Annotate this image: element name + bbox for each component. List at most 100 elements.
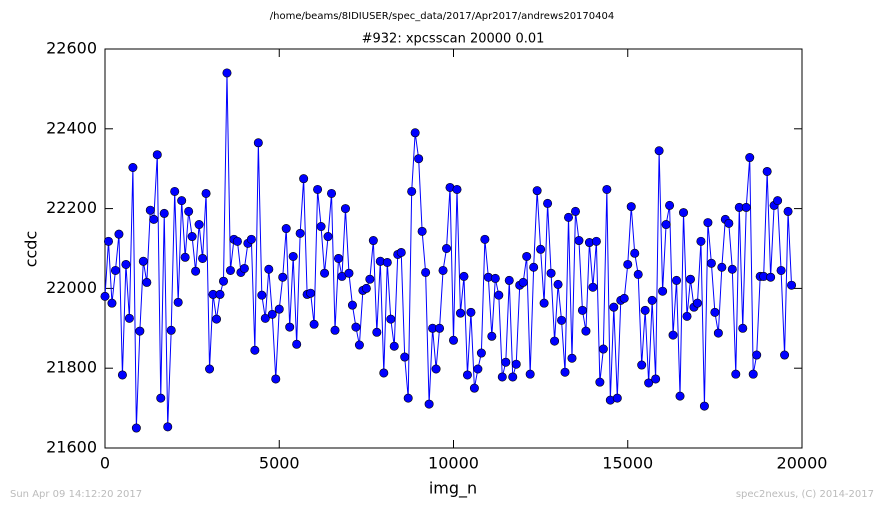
data-point <box>550 336 560 346</box>
data-point <box>692 298 702 308</box>
data-point <box>110 265 120 275</box>
data-point <box>518 277 528 287</box>
data-point <box>738 323 748 333</box>
data-point <box>529 262 539 272</box>
data-point <box>448 335 458 345</box>
data-point <box>400 352 410 362</box>
data-point <box>222 68 232 78</box>
data-point <box>462 370 472 380</box>
data-point <box>152 150 162 160</box>
data-point <box>630 248 640 258</box>
data-point <box>135 326 145 336</box>
data-point <box>651 374 661 384</box>
data-point <box>787 280 797 290</box>
data-point <box>780 350 790 360</box>
data-point <box>727 264 737 274</box>
data-point <box>619 293 629 303</box>
data-point <box>508 372 518 382</box>
data-point <box>560 367 570 377</box>
data-point <box>410 128 420 138</box>
data-point <box>103 236 113 246</box>
data-point <box>476 348 486 358</box>
data-point <box>205 364 215 374</box>
data-point <box>633 269 643 279</box>
data-point <box>776 265 786 275</box>
data-point <box>320 268 330 278</box>
data-point <box>288 251 298 261</box>
data-point <box>170 186 180 196</box>
data-point <box>577 305 587 315</box>
data-point <box>679 208 689 218</box>
data-point <box>121 259 131 269</box>
data-point <box>232 236 242 246</box>
data-point <box>124 313 134 323</box>
data-point <box>149 214 159 224</box>
data-point <box>435 323 445 333</box>
data-point <box>553 279 563 289</box>
x-tick-label: 15000 <box>602 454 653 473</box>
data-point <box>344 268 354 278</box>
data-point <box>278 272 288 282</box>
x-tick-label: 20000 <box>777 454 828 473</box>
y-tick-label: 21800 <box>46 358 97 377</box>
data-point <box>696 236 706 246</box>
data-point <box>724 218 734 228</box>
data-point <box>281 224 291 234</box>
data-point <box>511 359 521 369</box>
data-point <box>257 290 267 300</box>
data-point <box>253 138 263 148</box>
data-point <box>316 222 326 232</box>
data-point <box>640 305 650 315</box>
plot-frame <box>104 48 803 449</box>
data-point <box>351 322 361 332</box>
data-point <box>107 298 117 308</box>
data-point <box>741 202 751 212</box>
data-point <box>564 212 574 222</box>
data-point <box>494 290 504 300</box>
data-point <box>267 309 277 319</box>
data-point <box>365 274 375 284</box>
data-point <box>333 253 343 263</box>
data-point <box>156 393 166 403</box>
chart-title: #932: xpcsscan 20000 0.01 <box>362 32 545 47</box>
data-point <box>225 265 235 275</box>
data-point <box>285 322 295 332</box>
x-tick-label: 0 <box>100 454 110 473</box>
data-point <box>591 236 601 246</box>
data-point <box>166 325 176 335</box>
data-point <box>581 326 591 336</box>
data-point <box>675 391 685 401</box>
data-point <box>138 256 148 266</box>
data-point <box>163 422 173 432</box>
data-point <box>421 267 431 277</box>
data-point <box>159 208 169 218</box>
data-point <box>403 393 413 403</box>
data-point <box>525 369 535 379</box>
data-point <box>532 186 542 196</box>
data-point <box>187 232 197 242</box>
y-axis-label: ccdc <box>22 231 41 268</box>
data-point <box>431 364 441 374</box>
data-point <box>490 273 500 283</box>
data-point <box>455 308 465 318</box>
data-point <box>731 369 741 379</box>
footer-credit: spec2nexus, (C) 2014-2017 <box>736 489 874 500</box>
data-point <box>647 295 657 305</box>
data-point <box>323 232 333 242</box>
data-point <box>191 266 201 276</box>
data-point <box>783 206 793 216</box>
data-point <box>218 276 228 286</box>
data-point <box>340 204 350 214</box>
data-point <box>100 291 110 301</box>
data-point <box>313 184 323 194</box>
data-point <box>194 220 204 230</box>
data-point <box>672 275 682 285</box>
data-point <box>699 401 709 411</box>
data-point <box>292 339 302 349</box>
data-point <box>264 264 274 274</box>
data-point <box>661 220 671 230</box>
data-point <box>658 286 668 296</box>
data-point <box>609 302 619 312</box>
data-point <box>487 331 497 341</box>
